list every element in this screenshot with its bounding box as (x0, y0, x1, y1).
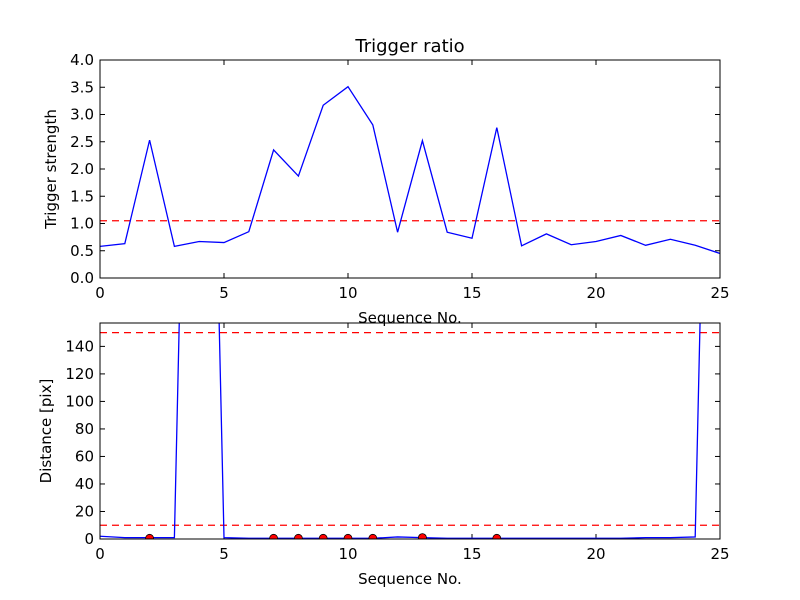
y-tick-label: 0 (84, 530, 94, 548)
plot-frame (99, 322, 721, 540)
y-tick-label: 0.0 (70, 269, 94, 287)
x-tick-label: 15 (462, 545, 481, 563)
plot-frame (99, 59, 721, 279)
trigger-ratio-plot: Trigger ratio 0 5 10 15 20 25 0.0 0.5 1.0 1.5 2.0 2… (42, 36, 730, 327)
y-tick-label: 60 (75, 447, 94, 465)
y-tick-label: 3.5 (70, 78, 94, 96)
y-tick-label: 140 (65, 337, 94, 355)
y-tick-label: 120 (65, 365, 94, 383)
y-tick-label: 80 (75, 420, 94, 438)
y-tick-label: 40 (75, 475, 94, 493)
y-tick-label: 0.5 (70, 242, 94, 260)
data-point-marker (418, 533, 427, 539)
series-line (100, 85, 720, 255)
y-axis-label: Trigger strength (42, 109, 60, 230)
y-tick-label: 100 (65, 392, 94, 410)
y-tick-label: 2.0 (70, 160, 94, 178)
x-tick-label: 25 (710, 284, 729, 302)
y-tick-label: 1.0 (70, 215, 94, 233)
plot-area (100, 323, 720, 539)
x-tick-label: 10 (338, 545, 357, 563)
x-tick-label: 0 (95, 545, 105, 563)
x-tick-label: 5 (219, 545, 229, 563)
data-point-marker (294, 533, 303, 539)
plot-title: Trigger ratio (354, 36, 464, 57)
x-axis-label: Sequence No. (358, 570, 462, 588)
x-tick-label: 10 (338, 284, 357, 302)
distance-plot: 0 5 10 15 20 25 0 20 40 60 80 100 120 140 Sequence No… (37, 322, 730, 588)
x-tick-label: 5 (219, 284, 229, 302)
y-tick-label: 1.5 (70, 187, 94, 205)
y-axis-label: Distance [pix] (37, 379, 55, 484)
x-tick-label: 15 (462, 284, 481, 302)
plot-area (100, 85, 720, 255)
data-point-marker (492, 533, 502, 539)
data-point-marker (343, 533, 353, 539)
series-line (100, 323, 701, 539)
y-tick-label: 2.5 (70, 133, 94, 151)
data-point-marker (145, 533, 154, 539)
x-tick-label: 0 (95, 284, 105, 302)
x-tick-label: 25 (710, 545, 729, 563)
x-tick-label: 20 (586, 545, 605, 563)
y-tick-label: 4.0 (70, 51, 94, 69)
data-point-marker (318, 533, 328, 539)
x-axis-label: Sequence No. (358, 309, 462, 327)
y-tick-label: 3.0 (70, 106, 94, 124)
data-point-marker (269, 533, 278, 539)
y-tick-label: 20 (75, 502, 94, 520)
data-point-marker (368, 533, 378, 539)
x-tick-label: 20 (586, 284, 605, 302)
